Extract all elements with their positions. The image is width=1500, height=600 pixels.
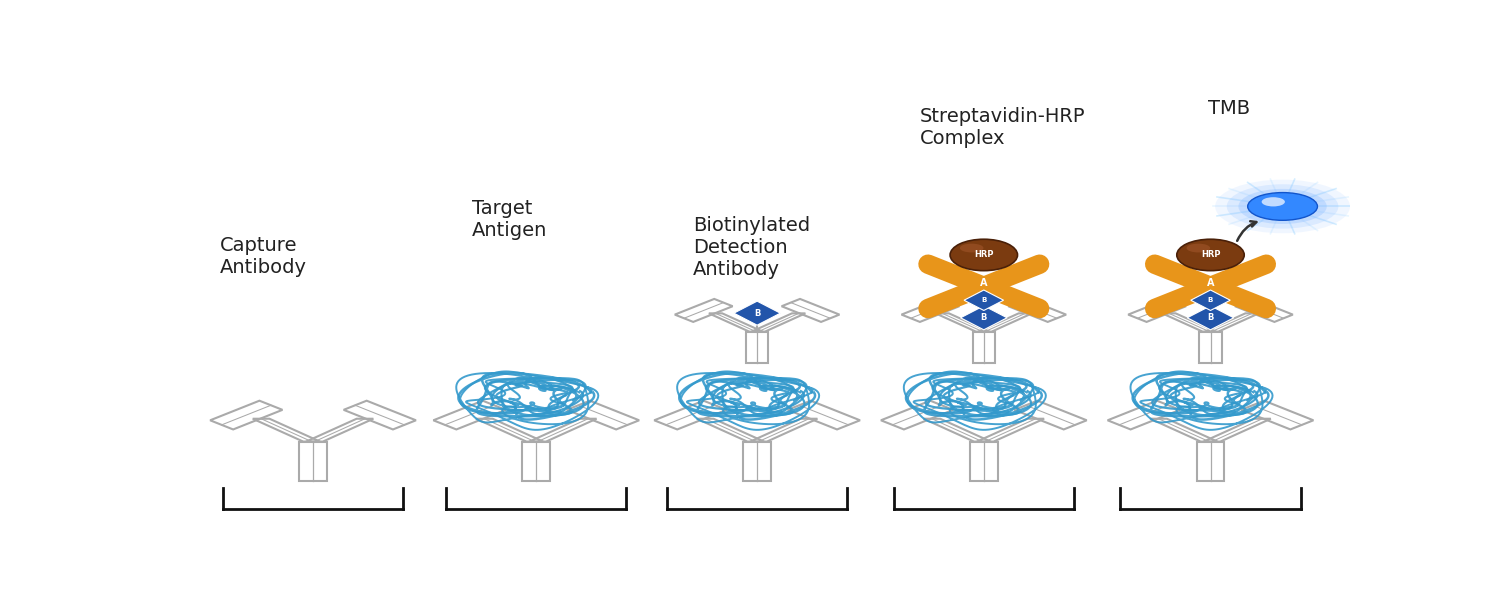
Text: B: B [981,313,987,322]
Circle shape [1239,189,1326,224]
Text: TMB: TMB [1208,100,1251,118]
Ellipse shape [950,239,1017,271]
Text: A: A [980,278,987,288]
Polygon shape [1191,290,1230,310]
Text: Streptavidin-HRP
Complex: Streptavidin-HRP Complex [920,107,1086,148]
Text: B: B [1208,297,1214,303]
Text: B: B [754,308,760,317]
Text: A: A [1206,278,1215,288]
Circle shape [1262,197,1286,206]
Text: HRP: HRP [974,250,993,259]
Text: B: B [1208,313,1214,322]
Circle shape [1227,184,1338,229]
Text: Target
Antigen: Target Antigen [472,199,548,241]
Ellipse shape [960,244,984,253]
Text: B: B [981,297,987,303]
Ellipse shape [1186,244,1210,253]
Text: HRP: HRP [1200,250,1221,259]
Circle shape [1248,193,1317,220]
Text: Biotinylated
Detection
Antibody: Biotinylated Detection Antibody [693,216,810,279]
Ellipse shape [1178,239,1244,271]
Polygon shape [964,290,1004,310]
Polygon shape [1188,306,1233,330]
Circle shape [1215,179,1350,233]
Polygon shape [960,306,1006,330]
Text: Capture
Antibody: Capture Antibody [220,236,308,277]
Polygon shape [734,301,780,325]
